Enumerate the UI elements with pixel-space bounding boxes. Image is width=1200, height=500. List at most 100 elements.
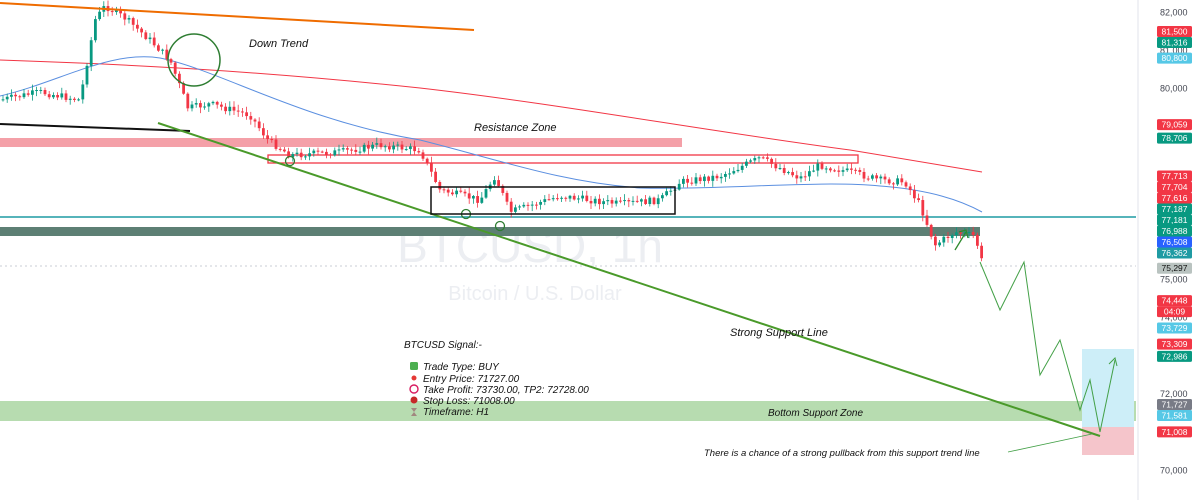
candle-body (110, 11, 114, 13)
resistance-zone (0, 138, 682, 147)
candle-body (551, 198, 555, 200)
candle-body (740, 165, 744, 170)
candle-body (610, 200, 614, 204)
candle-body (619, 200, 622, 202)
pullback-note: There is a chance of a strong pullback f… (704, 448, 980, 459)
candle-body (257, 121, 261, 129)
candle-body (98, 11, 101, 20)
candle-body (665, 191, 668, 196)
candle-body (451, 192, 454, 195)
candle-body (749, 160, 752, 162)
candle-body (934, 236, 937, 246)
candle-body (94, 19, 97, 41)
candle-body (505, 192, 509, 202)
candle-body (976, 234, 979, 246)
candle-body (249, 116, 253, 120)
price-badge-bg (1157, 409, 1192, 421)
candle-body (682, 178, 685, 184)
candle-body (60, 93, 64, 98)
stop-icon (410, 396, 418, 404)
candle-body (123, 13, 127, 20)
price-badge-bg (1157, 36, 1192, 48)
candle-body (14, 94, 17, 97)
price-badge-label: 76,508 (1162, 237, 1188, 247)
price-badge-bg (1157, 426, 1192, 438)
price-badge-label: 81,500 (1162, 26, 1188, 36)
candle-body (31, 90, 34, 95)
candle-body (883, 176, 887, 180)
candle-body (631, 200, 635, 202)
candle-body (677, 183, 681, 190)
axis-tick-label: 81,000 (1160, 46, 1188, 56)
candle-body (26, 93, 30, 95)
candle-body (182, 83, 185, 94)
consolidation-box (430, 186, 676, 215)
candle-body (73, 98, 76, 100)
candle-body (959, 232, 962, 234)
candle-body (698, 177, 702, 182)
candle-body (480, 197, 484, 203)
candle-body (455, 190, 458, 195)
price-badge: 77,704 (1157, 181, 1192, 193)
price-badge-bg (1157, 225, 1192, 237)
candle-body (593, 198, 597, 204)
candle-body (736, 169, 740, 172)
candle-body (913, 190, 916, 199)
price-badge-label: 77,704 (1162, 182, 1188, 192)
candle-body (131, 18, 135, 25)
price-axis[interactable]: 70,00071,00072,00073,00074,00075,00076,0… (1137, 0, 1200, 500)
price-badge: 73,309 (1157, 338, 1192, 350)
price-badge-bg (1157, 192, 1192, 204)
candle-body (266, 135, 269, 140)
candle-body (719, 176, 723, 179)
candle-body (808, 171, 811, 177)
candle-body (186, 93, 190, 109)
candle-body (715, 175, 719, 179)
price-badge: 78,706 (1157, 132, 1192, 144)
candle-body (194, 103, 198, 105)
candle-body (795, 175, 799, 179)
candle-body (89, 40, 93, 66)
down-trend-resistance-line (0, 2, 475, 31)
candle-body (236, 110, 240, 112)
candle-body (652, 197, 656, 205)
price-badge-label: 77,713 (1162, 171, 1188, 181)
down-trend-label: Down Trend (249, 38, 309, 50)
candle-body (892, 183, 895, 185)
candle-body (85, 65, 89, 85)
candle-body (799, 176, 803, 179)
candle-body (446, 189, 450, 193)
bounce-arrow (954, 231, 967, 251)
signal-trade-type: Trade Type: BUY (423, 362, 500, 373)
check-icon (410, 362, 418, 370)
candle-body (728, 173, 731, 175)
candle-body (165, 49, 169, 60)
ma-slow-line (0, 59, 983, 173)
pin-icon (411, 375, 417, 381)
price-badge: 79,059 (1157, 119, 1192, 131)
candle-body (967, 231, 971, 233)
price-badge: 04:09 (1157, 306, 1192, 318)
hourglass-icon (411, 408, 417, 416)
candle-body (509, 201, 513, 212)
price-badge-label: 73,309 (1162, 339, 1188, 349)
signal-title: BTCUSD Signal:- (404, 340, 482, 351)
candle-body (119, 9, 122, 14)
price-badge: 76,508 (1157, 236, 1192, 248)
candle-body (627, 200, 631, 202)
candle-body (950, 235, 954, 239)
candle-body (211, 101, 215, 104)
candle-body (606, 200, 610, 202)
candle-body (10, 94, 13, 97)
price-badge: 75,297 (1157, 262, 1192, 274)
candle-body (463, 191, 467, 194)
candle-body (971, 231, 975, 235)
candle-body (929, 224, 933, 237)
candle-body (745, 161, 748, 166)
recovery-arrow (1099, 359, 1116, 433)
candle-body (173, 62, 177, 74)
candle-body (858, 170, 862, 172)
price-badge: 76,988 (1157, 225, 1192, 237)
